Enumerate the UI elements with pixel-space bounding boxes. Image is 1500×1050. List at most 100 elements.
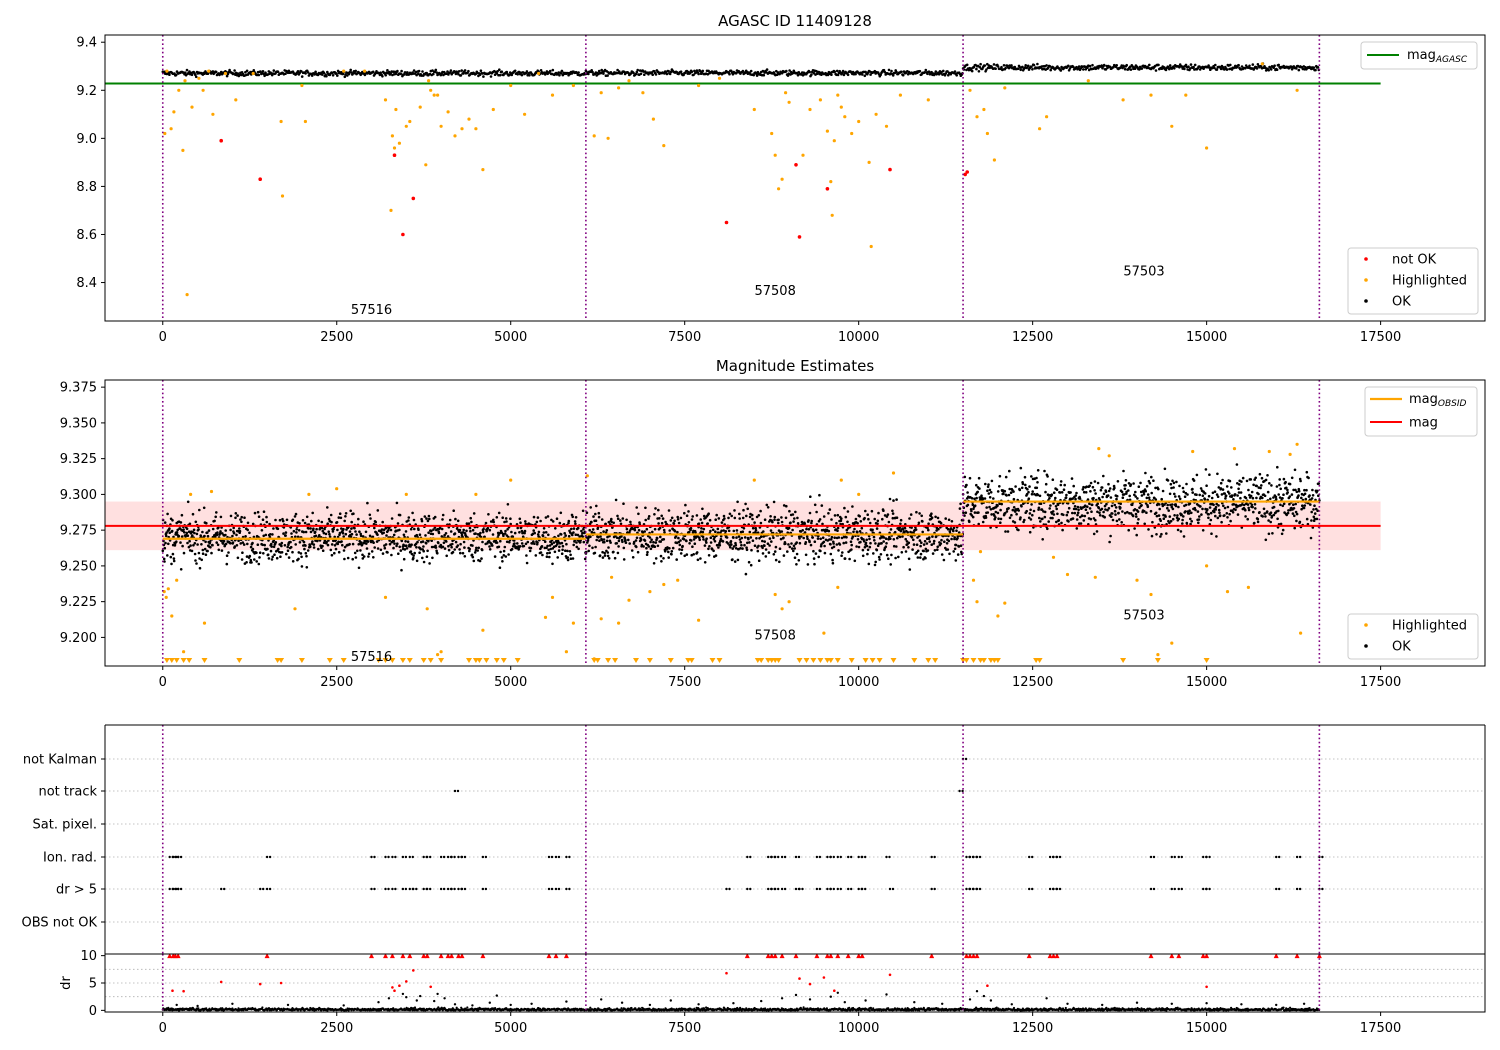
ok-point bbox=[735, 536, 738, 539]
ok-point bbox=[833, 514, 837, 517]
highlighted-point bbox=[1065, 572, 1070, 577]
ok-point bbox=[418, 551, 421, 554]
ok-point bbox=[1095, 530, 1099, 533]
ok-point bbox=[172, 557, 176, 560]
x-tick-label: 15000 bbox=[1186, 675, 1227, 690]
ok-point bbox=[256, 510, 260, 514]
ok-point bbox=[663, 531, 666, 534]
ok-point bbox=[168, 531, 171, 535]
ok-point bbox=[956, 553, 960, 556]
ok-point bbox=[336, 528, 339, 532]
ok-point bbox=[1207, 64, 1210, 67]
ok-point bbox=[443, 547, 447, 550]
ok-point bbox=[1278, 483, 1281, 487]
ok-point bbox=[1314, 68, 1317, 72]
ok-point bbox=[295, 531, 298, 534]
not-ok-point bbox=[219, 138, 223, 143]
ok-point bbox=[1197, 521, 1200, 525]
ok-point bbox=[1273, 64, 1276, 67]
ok-point bbox=[753, 544, 757, 547]
ok-point bbox=[423, 515, 427, 518]
ok-point bbox=[1166, 479, 1170, 482]
ok-point bbox=[1102, 492, 1106, 496]
highlighted-point bbox=[1045, 115, 1049, 119]
ok-point bbox=[1069, 491, 1072, 494]
ok-point bbox=[934, 515, 937, 519]
ok-point bbox=[613, 556, 617, 560]
ok-point bbox=[653, 513, 656, 516]
ok-point bbox=[200, 558, 203, 562]
highlighted-point bbox=[383, 595, 388, 600]
ok-point bbox=[491, 533, 495, 536]
highlighted-point bbox=[985, 131, 990, 136]
ok-point bbox=[286, 545, 290, 549]
ok-point bbox=[808, 70, 811, 74]
ok-point bbox=[914, 528, 918, 531]
ok-point bbox=[602, 538, 606, 541]
ok-point bbox=[257, 562, 261, 566]
ok-point bbox=[881, 517, 884, 521]
ok-point bbox=[703, 561, 707, 564]
ok-point bbox=[513, 542, 516, 545]
ok-point bbox=[539, 519, 542, 523]
ok-point bbox=[454, 540, 458, 544]
ok-point bbox=[684, 503, 687, 507]
highlighted-point bbox=[175, 578, 179, 582]
ok-point bbox=[1159, 535, 1162, 538]
ok-point bbox=[1263, 494, 1267, 498]
ok-point bbox=[261, 70, 265, 73]
ok-point bbox=[987, 483, 990, 486]
ok-point bbox=[463, 69, 467, 72]
ok-point bbox=[535, 520, 539, 524]
ok-point bbox=[853, 527, 856, 531]
ok-point bbox=[182, 551, 186, 555]
highlighted-point bbox=[251, 71, 255, 76]
ok-point bbox=[365, 547, 369, 550]
ok-point bbox=[574, 522, 577, 526]
ok-point bbox=[379, 548, 383, 552]
ok-point bbox=[1269, 511, 1273, 514]
ok-point bbox=[1067, 520, 1070, 523]
ok-point bbox=[1124, 479, 1128, 482]
ok-point bbox=[453, 548, 457, 551]
ok-point bbox=[678, 548, 681, 551]
ok-point bbox=[901, 73, 905, 77]
ok-point bbox=[677, 540, 681, 544]
ok-point bbox=[1269, 68, 1273, 71]
ok-point bbox=[381, 552, 385, 555]
ok-point bbox=[1003, 511, 1007, 515]
highlighted-point bbox=[830, 213, 834, 217]
highlighted-point bbox=[209, 489, 214, 494]
ok-point bbox=[502, 549, 506, 553]
ok-point bbox=[263, 543, 267, 547]
ok-point bbox=[994, 510, 998, 514]
ok-point bbox=[416, 540, 419, 544]
highlighted-point bbox=[481, 168, 485, 172]
highlighted-point bbox=[280, 194, 285, 198]
ok-point bbox=[998, 474, 1002, 478]
ok-point bbox=[1115, 497, 1118, 501]
ok-point bbox=[904, 537, 907, 541]
ok-point bbox=[186, 500, 190, 504]
ok-point bbox=[261, 518, 265, 521]
highlighted-point bbox=[651, 117, 656, 121]
ok-point bbox=[270, 542, 273, 546]
ok-point bbox=[309, 530, 313, 534]
highlighted-point bbox=[617, 621, 621, 625]
ok-point bbox=[412, 69, 416, 72]
ok-point bbox=[1217, 486, 1221, 489]
ok-point bbox=[359, 534, 363, 538]
ok-point bbox=[874, 560, 877, 564]
highlighted-point bbox=[392, 146, 397, 150]
ok-point bbox=[1309, 503, 1312, 506]
not-ok-point bbox=[965, 170, 969, 174]
highlighted-point bbox=[432, 93, 436, 97]
ok-point bbox=[340, 527, 343, 530]
ok-point bbox=[1109, 496, 1113, 499]
highlighted-point bbox=[189, 492, 193, 496]
ok-point bbox=[1223, 492, 1226, 495]
ok-point bbox=[679, 70, 683, 73]
ok-point bbox=[321, 544, 324, 548]
ok-point bbox=[911, 548, 914, 551]
ok-point bbox=[1309, 536, 1313, 540]
